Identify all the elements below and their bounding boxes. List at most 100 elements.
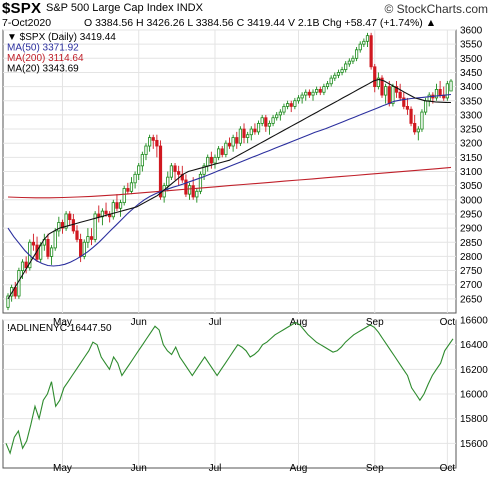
breadth-x-tick-label: Oct <box>440 463 456 474</box>
candle-body <box>79 239 83 257</box>
symbol-title: $SPX <box>2 0 42 17</box>
price-y-tick-label: 3450 <box>460 68 483 79</box>
price-y-tick-label: 3350 <box>460 96 483 107</box>
candle-body <box>206 156 210 167</box>
candle-body <box>191 185 195 198</box>
candle-body <box>60 222 65 229</box>
candle-body <box>282 106 286 113</box>
candle-body <box>97 213 101 218</box>
breadth-y-tick-label: 16600 <box>460 316 488 327</box>
candle-body <box>104 210 108 215</box>
candle-body <box>322 86 326 93</box>
price-y-tick-label: 3600 <box>460 26 483 37</box>
price-y-tick-label: 3250 <box>460 125 483 136</box>
candle-body <box>89 236 94 240</box>
candle-body <box>198 173 203 192</box>
candle-body <box>333 74 337 79</box>
candle-body <box>64 213 68 229</box>
candle-body <box>82 241 86 257</box>
price-y-tick-label: 2700 <box>460 280 483 291</box>
price-x-tick-label: Aug <box>290 317 308 328</box>
candle-body <box>249 128 253 136</box>
candle-body <box>144 145 148 155</box>
price-y-tick-label: 3300 <box>460 110 483 121</box>
price-x-tick-label: Jun <box>131 317 147 328</box>
breadth-x-tick-label: Sep <box>366 463 384 474</box>
breadth-y-tick-label: 15800 <box>460 414 488 425</box>
candle-body <box>340 69 344 73</box>
candle-body <box>267 122 272 127</box>
price-legend-ma200: MA(200) 3114.64 <box>7 53 84 64</box>
candle-body <box>376 77 380 88</box>
candle-body <box>380 77 384 96</box>
candle-body <box>289 103 293 107</box>
candle-body <box>184 179 188 195</box>
price-y-tick-label: 2800 <box>460 252 483 263</box>
chart-date: 7-Oct2020 <box>2 17 52 29</box>
price-y-tick-label: 2750 <box>460 266 483 277</box>
candle-body <box>6 295 10 308</box>
breadth-y-tick-label: 16000 <box>460 390 488 401</box>
candle-body <box>311 91 315 96</box>
candle-body <box>362 40 366 45</box>
candle-body <box>220 148 224 155</box>
candle-body <box>20 261 25 271</box>
candle-body <box>438 89 442 96</box>
candle-body <box>409 108 413 124</box>
price-y-tick-label: 2950 <box>460 209 483 220</box>
candle-body <box>365 35 370 42</box>
candle-body <box>413 122 417 133</box>
candle-body <box>344 63 348 71</box>
candle-body <box>213 156 217 164</box>
candle-body <box>140 154 144 167</box>
candle-body <box>57 222 61 232</box>
candle-body <box>195 190 199 198</box>
price-y-tick-label: 2850 <box>460 238 483 249</box>
price-y-tick-label: 3150 <box>460 153 483 164</box>
candle-body <box>235 137 239 144</box>
breadth-y-tick-label: 15600 <box>460 439 488 450</box>
candle-body <box>169 165 174 178</box>
candle-body <box>347 60 351 65</box>
candle-body <box>405 106 410 110</box>
candle-body <box>391 86 395 104</box>
candle-body <box>115 202 119 209</box>
candle-body <box>148 137 152 147</box>
ma200-line <box>7 166 452 199</box>
price-x-tick-label: Jul <box>209 317 222 328</box>
candle-body <box>166 176 170 187</box>
candle-body <box>416 128 420 133</box>
candle-body <box>449 80 453 92</box>
candle-body <box>427 94 431 102</box>
candle-body <box>137 165 141 175</box>
candle-body <box>318 89 322 93</box>
candle-body <box>173 165 177 172</box>
price-x-tick-label: May <box>53 317 72 328</box>
price-legend-price: ▼ $SPX (Daily) 3419.44 <box>7 32 116 43</box>
candle-body <box>293 100 297 107</box>
price-y-tick-label: 2900 <box>460 224 483 235</box>
breadth-x-tick-label: Aug <box>290 463 308 474</box>
candle-body <box>278 111 282 116</box>
price-y-tick-label: 3000 <box>460 195 483 206</box>
candle-body <box>304 91 308 96</box>
price-y-tick-label: 3050 <box>460 181 483 192</box>
candle-body <box>369 35 373 68</box>
candle-body <box>285 103 290 107</box>
candle-body <box>242 128 246 138</box>
candle-body <box>296 97 301 102</box>
ma20-line <box>7 78 452 300</box>
candle-body <box>126 188 130 192</box>
candle-body <box>129 182 134 192</box>
price-y-tick-label: 3550 <box>460 40 483 51</box>
candle-body <box>155 139 159 147</box>
candle-body <box>315 89 319 93</box>
price-x-tick-label: Oct <box>440 317 456 328</box>
candle-body <box>434 89 439 99</box>
price-legend-ma50: MA(50) 3371.92 <box>7 43 79 54</box>
candle-body <box>238 128 242 144</box>
ohlc-readout: O 3384.56 H 3426.26 L 3384.56 C 3419.44 … <box>84 17 437 29</box>
price-legend-ma20: MA(20) 3343.69 <box>7 64 79 75</box>
price-y-tick-label: 2650 <box>460 294 483 305</box>
